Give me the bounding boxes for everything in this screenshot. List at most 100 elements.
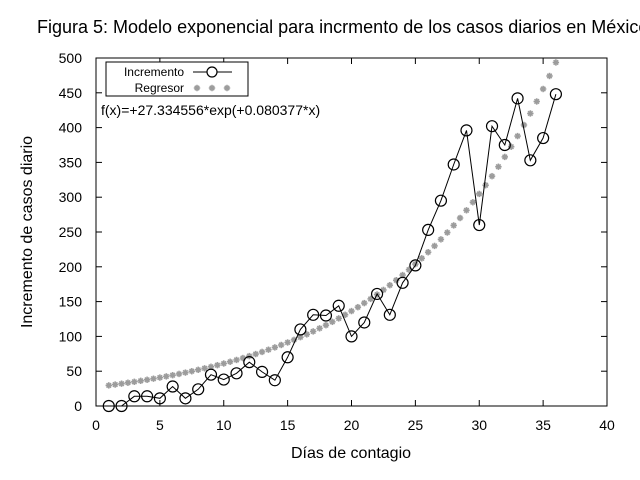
- x-tick-label: 0: [92, 417, 100, 433]
- x-tick-label: 20: [344, 417, 360, 433]
- incremento-point: [179, 392, 192, 405]
- incremento-point: [460, 124, 473, 137]
- incremento-point: [307, 308, 320, 321]
- incremento-point: [268, 374, 281, 387]
- incremento-point: [281, 351, 294, 364]
- legend-label-regresor: Regresor: [135, 81, 184, 95]
- regresor-point: [175, 370, 183, 378]
- y-tick-label: 100: [59, 328, 83, 344]
- regresor-point: [552, 59, 560, 66]
- regresor-point: [163, 373, 170, 380]
- y-tick-label: 0: [74, 398, 82, 414]
- x-tick-label: 30: [471, 417, 487, 433]
- regresor-point: [252, 350, 259, 358]
- x-tick-label: 40: [599, 417, 615, 433]
- x-tick-label: 10: [216, 417, 232, 433]
- incremento-point: [166, 380, 179, 393]
- regresor-point: [156, 374, 164, 381]
- regresor-point: [361, 299, 368, 307]
- regresor-point: [501, 153, 508, 161]
- regresor-point: [335, 315, 342, 322]
- regresor-point: [150, 375, 157, 382]
- incremento-point: [498, 138, 511, 152]
- chart-title: Figura 5: Modelo exponencial para incrme…: [37, 17, 640, 37]
- incremento-point: [511, 92, 524, 105]
- regresor-point: [488, 172, 496, 180]
- regresor-series: [105, 59, 560, 389]
- y-tick-label: 200: [59, 259, 83, 275]
- regresor-point: [309, 328, 317, 335]
- regresor-point: [265, 346, 272, 353]
- y-tick-label: 400: [59, 120, 83, 136]
- regresor-point: [418, 255, 425, 262]
- regresor-point: [450, 222, 457, 229]
- regresor-point: [437, 236, 445, 243]
- regresor-point: [188, 368, 196, 375]
- regresor-point: [195, 366, 202, 374]
- incremento-point: [153, 392, 166, 405]
- incremento-point: [141, 390, 154, 403]
- incremento-point: [447, 158, 460, 171]
- regresor-point: [476, 190, 483, 198]
- incremento-point: [115, 399, 128, 413]
- regresor-point: [111, 381, 119, 388]
- regresor-point: [514, 132, 521, 140]
- incremento-point: [102, 399, 115, 413]
- incremento-point: [255, 365, 269, 378]
- y-axis: 0 50 100 150 200 250 300 350 400 450 500: [59, 50, 607, 414]
- incremento-point: [358, 316, 371, 329]
- regresor-point: [463, 207, 470, 214]
- regresor-point: [469, 199, 477, 206]
- incremento-point: [243, 356, 256, 369]
- regresor-point: [124, 379, 132, 386]
- y-tick-label: 50: [66, 363, 82, 379]
- incremento-point: [294, 323, 307, 336]
- regresor-point: [137, 377, 144, 384]
- incremento-point: [319, 309, 333, 322]
- regresor-point: [482, 182, 489, 189]
- x-tick-label: 5: [156, 417, 164, 433]
- incremento-point: [230, 367, 243, 380]
- y-tick-label: 250: [59, 224, 83, 240]
- incremento-line: [108, 94, 557, 407]
- x-tick-label: 35: [535, 417, 551, 433]
- regresor-point: [271, 344, 279, 351]
- x-axis-label: Días de contagio: [291, 445, 411, 462]
- legend-star: [208, 84, 216, 92]
- incremento-point: [370, 287, 384, 301]
- regresor-point: [182, 369, 189, 376]
- incremento-point: [473, 218, 486, 232]
- incremento-point: [204, 368, 218, 381]
- incremento-point: [332, 299, 345, 312]
- legend-star: [223, 84, 231, 92]
- x-tick-label: 15: [280, 417, 296, 433]
- regresor-point: [201, 365, 208, 372]
- y-tick-label: 450: [59, 85, 83, 101]
- incremento-point: [409, 259, 422, 272]
- regresor-point: [169, 371, 176, 379]
- regresor-point: [131, 378, 138, 385]
- regresor-point: [386, 281, 394, 289]
- legend-marker-regresor: [193, 84, 231, 92]
- regresor-point: [143, 376, 151, 383]
- regresor-point: [546, 72, 553, 80]
- legend: Incremento Regresor: [105, 61, 249, 97]
- regresor-point: [278, 341, 285, 349]
- regresor-point: [290, 336, 298, 344]
- regresor-point: [527, 110, 534, 117]
- y-tick-label: 350: [59, 154, 83, 170]
- fit-equation: f(x)=+27.334556*exp(+0.080377*x): [101, 102, 320, 118]
- incremento-series: [102, 88, 563, 413]
- regresor-point: [348, 307, 355, 315]
- incremento-point: [383, 308, 396, 321]
- regresor-point: [424, 249, 432, 256]
- legend-star: [193, 84, 201, 92]
- y-tick-label: 300: [59, 189, 83, 205]
- regresor-point: [105, 382, 112, 389]
- x-axis: 0 5 10 15 20 25 30 35 40: [92, 58, 615, 433]
- regresor-point: [220, 360, 227, 367]
- regresor-point: [316, 325, 323, 332]
- x-tick-label: 25: [408, 417, 424, 433]
- regresor-point: [118, 380, 125, 387]
